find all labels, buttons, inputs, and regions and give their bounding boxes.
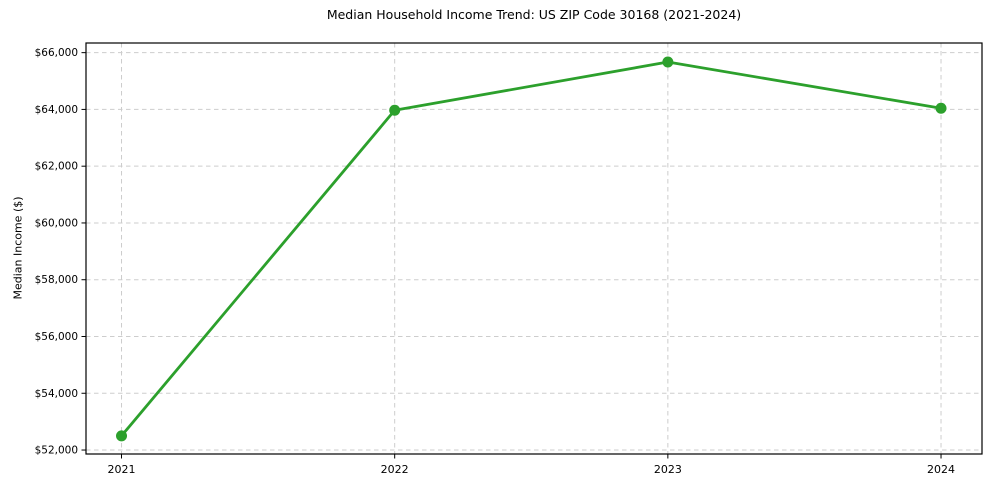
chart-title: Median Household Income Trend: US ZIP Co… [326, 7, 742, 22]
y-tick-label: $58,000 [35, 274, 78, 286]
y-tick-label: $60,000 [35, 217, 78, 229]
data-point-2024 [935, 102, 947, 114]
x-tick-label: 2024 [927, 463, 955, 476]
x-tick-label: 2021 [108, 463, 136, 476]
x-tick-label: 2022 [381, 463, 409, 476]
data-point-2023 [662, 56, 674, 68]
y-tick-label: $62,000 [35, 161, 78, 173]
y-tick-label: $56,000 [35, 331, 78, 343]
y-tick-label: $54,000 [35, 388, 78, 400]
y-tick-label: $64,000 [35, 104, 78, 116]
data-point-2021 [116, 430, 128, 442]
data-point-2022 [389, 104, 401, 116]
y-tick-label: $52,000 [35, 445, 78, 457]
x-tick-label: 2023 [654, 463, 682, 476]
plot-border [85, 42, 983, 455]
income-trend-line [120, 60, 943, 438]
y-tick-label: $66,000 [35, 47, 78, 59]
